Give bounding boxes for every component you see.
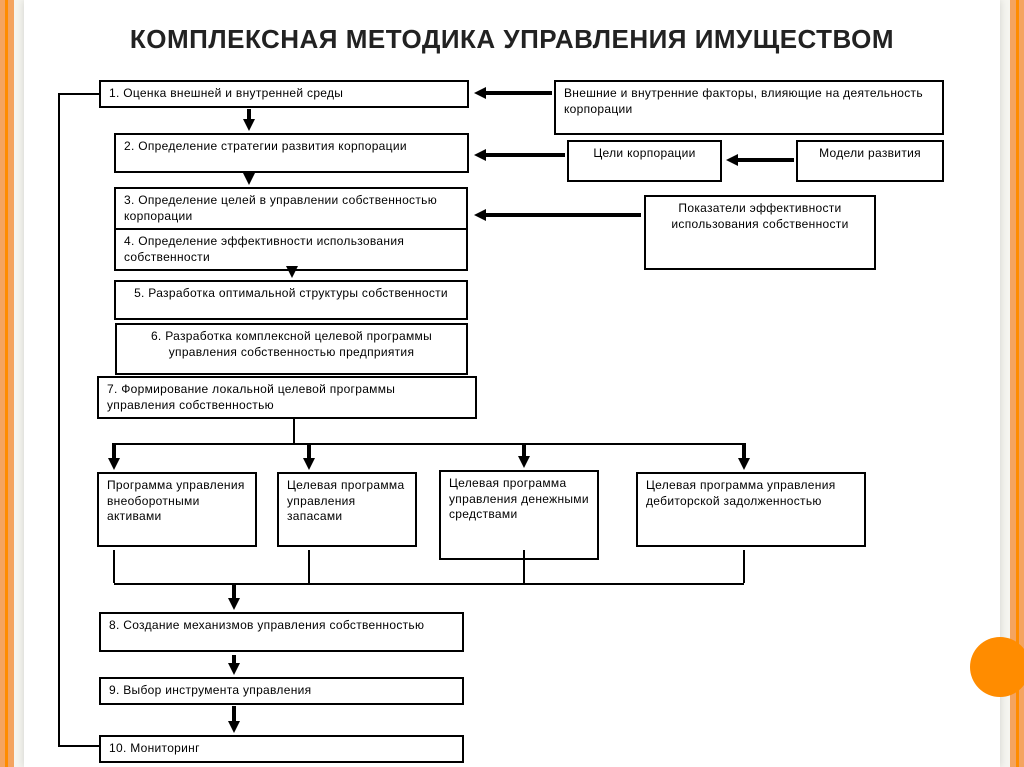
merge-drop <box>523 550 525 583</box>
slide-container: КОМПЛЕКСНАЯ МЕТОДИКА УПРАВЛЕНИЯ ИМУЩЕСТВ… <box>24 0 1000 767</box>
node-ind: Показатели эффективности использования с… <box>644 195 876 270</box>
node-n10: 10. Мониторинг <box>99 735 464 763</box>
node-n3: 3. Определение целей в управлении собств… <box>114 187 468 230</box>
arrow-head <box>228 721 240 733</box>
arrow-head <box>108 458 120 470</box>
arrow-left <box>484 91 552 95</box>
branch-stem <box>293 419 295 443</box>
merge-drop <box>743 550 745 583</box>
arrow-head <box>474 87 486 99</box>
arrow-head <box>228 598 240 610</box>
arrow-head <box>474 149 486 161</box>
node-n5: 5. Разработка оптимальной структуры собс… <box>114 280 468 320</box>
node-goals: Цели корпорации <box>567 140 722 182</box>
merge-drop <box>308 550 310 583</box>
node-p3: Целевая программа управления денежными с… <box>439 470 599 560</box>
node-n9: 9. Выбор инструмента управления <box>99 677 464 705</box>
node-ext: Внешние и внутренние факторы, влияющие н… <box>554 80 944 135</box>
arrow-head <box>286 266 298 278</box>
node-n8: 8. Создание механизмов управления собств… <box>99 612 464 652</box>
node-n2: 2. Определение стратегии развития корпор… <box>114 133 469 173</box>
feedback-line <box>58 93 99 95</box>
arrow-head <box>738 458 750 470</box>
arrow-head <box>726 154 738 166</box>
diagram-canvas: 1. Оценка внешней и внутренней среды 2. О… <box>24 75 1000 767</box>
arrow-head <box>518 456 530 468</box>
feedback-line <box>58 745 99 747</box>
arrow-left <box>484 153 565 157</box>
arrow-head <box>303 458 315 470</box>
arrow-left <box>484 213 641 217</box>
node-n6: 6. Разработка комплексной целевой програ… <box>115 323 468 375</box>
node-n7: 7. Формирование локальной целевой програ… <box>97 376 477 419</box>
node-n1: 1. Оценка внешней и внутренней среды <box>99 80 469 108</box>
merge-horizontal <box>114 583 744 585</box>
arrow-left <box>736 158 794 162</box>
node-p2: Целевая программа управления запасами <box>277 472 417 547</box>
page-title: КОМПЛЕКСНАЯ МЕТОДИКА УПРАВЛЕНИЯ ИМУЩЕСТВ… <box>24 0 1000 55</box>
arrow-head <box>228 663 240 675</box>
merge-drop <box>113 550 115 583</box>
decorative-circle <box>970 637 1024 697</box>
arrow-head <box>474 209 486 221</box>
node-p1: Программа управления внеоборотными актив… <box>97 472 257 547</box>
node-models: Модели развития <box>796 140 944 182</box>
feedback-line <box>58 93 60 745</box>
arrow-head <box>243 173 255 185</box>
node-p4: Целевая программа управления дебиторской… <box>636 472 866 547</box>
arrow-head <box>243 119 255 131</box>
branch-horizontal <box>114 443 744 445</box>
node-n4: 4. Определение эффективности использован… <box>114 228 468 271</box>
